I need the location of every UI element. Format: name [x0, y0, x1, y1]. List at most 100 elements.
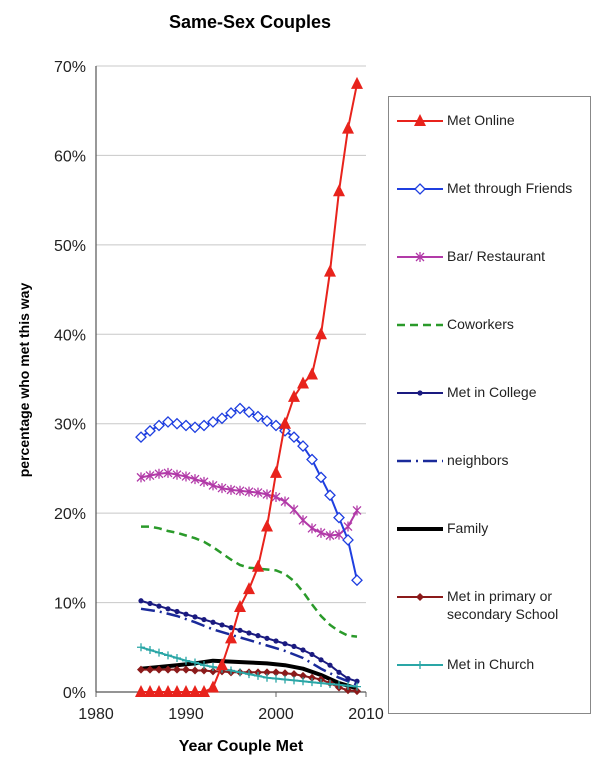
data-point: [144, 424, 156, 437]
legend-label: Met in College: [447, 384, 537, 400]
legend-swatch: [397, 323, 443, 327]
data-point: [155, 665, 163, 674]
y-tick-label: 60%: [54, 148, 86, 165]
data-point: [146, 645, 154, 654]
legend-swatch: [397, 114, 443, 126]
data-point: [254, 671, 262, 680]
data-point: [288, 431, 300, 444]
data-point: [325, 530, 335, 541]
data-point: [182, 665, 190, 674]
legend-label: Family: [447, 520, 489, 536]
data-point: [164, 665, 172, 674]
data-point: [137, 643, 145, 652]
data-point: [291, 643, 297, 649]
data-point: [135, 685, 147, 697]
data-point: [316, 527, 326, 538]
data-point: [281, 675, 289, 684]
legend-marker: [414, 183, 426, 195]
series-line: [141, 83, 358, 693]
data-point: [210, 619, 216, 625]
data-point: [280, 496, 290, 507]
data-point: [243, 406, 255, 419]
data-point: [324, 489, 336, 502]
data-point: [171, 685, 183, 697]
data-point: [261, 415, 273, 427]
data-point: [272, 668, 280, 677]
data-point: [199, 476, 209, 487]
data-point: [156, 603, 162, 609]
data-point: [209, 667, 217, 676]
data-point: [252, 559, 264, 572]
data-point: [154, 468, 164, 479]
data-point: [245, 670, 253, 679]
series-2: [136, 467, 362, 541]
legend-swatch: [397, 661, 443, 669]
data-point: [200, 661, 208, 670]
data-point: [207, 416, 219, 428]
data-point: [282, 641, 288, 647]
data-point: [255, 633, 261, 639]
data-point: [225, 631, 237, 644]
data-point: [162, 416, 174, 428]
data-point: [317, 679, 325, 688]
data-point: [306, 367, 318, 380]
data-point: [342, 534, 354, 546]
data-point: [198, 419, 210, 432]
data-point: [270, 465, 282, 478]
data-point: [345, 675, 351, 682]
data-point: [336, 669, 342, 675]
legend-swatch: [397, 593, 443, 601]
y-tick-label: 30%: [54, 417, 86, 434]
legend-label: neighbors: [447, 452, 509, 468]
data-point: [182, 656, 190, 665]
data-point: [164, 651, 172, 660]
data-point: [191, 658, 199, 667]
data-point: [334, 529, 344, 540]
y-tick-label: 10%: [54, 596, 86, 613]
data-point: [264, 635, 270, 641]
data-point: [135, 431, 147, 444]
x-axis-label: Year Couple Met: [178, 738, 304, 755]
data-point: [299, 677, 307, 686]
data-point: [155, 648, 163, 657]
data-point: [136, 472, 146, 483]
data-point: [351, 76, 363, 89]
legend-marker: [416, 593, 424, 601]
data-point: [147, 600, 153, 607]
data-point: [308, 673, 316, 682]
data-point: [298, 515, 308, 526]
data-point: [289, 504, 299, 515]
data-point: [153, 685, 165, 697]
data-point: [145, 470, 155, 481]
data-point: [138, 598, 144, 604]
data-point: [191, 666, 199, 675]
data-point: [297, 376, 309, 389]
legend-swatch: [397, 183, 443, 195]
data-point: [272, 674, 280, 683]
data-point: [353, 687, 361, 696]
series-line: [140, 658, 358, 691]
data-point: [243, 582, 255, 595]
data-point: [189, 685, 201, 697]
data-point: [171, 417, 183, 430]
data-point: [306, 453, 318, 466]
data-point: [173, 654, 181, 663]
series-4: [138, 598, 360, 684]
data-point: [244, 486, 254, 497]
data-point: [279, 416, 291, 429]
data-point: [200, 666, 208, 675]
data-point: [165, 606, 171, 612]
data-point: [297, 440, 309, 452]
data-point: [162, 685, 174, 697]
y-tick-label: 40%: [54, 327, 86, 344]
data-point: [351, 574, 363, 587]
data-point: [333, 511, 345, 524]
data-point: [299, 671, 307, 680]
data-point: [219, 622, 225, 628]
data-point: [335, 680, 343, 689]
data-point: [315, 471, 327, 484]
data-point: [209, 662, 217, 671]
data-point: [225, 407, 237, 419]
legend: Met Online Met through Friends Bar/ Restau…: [388, 96, 591, 714]
